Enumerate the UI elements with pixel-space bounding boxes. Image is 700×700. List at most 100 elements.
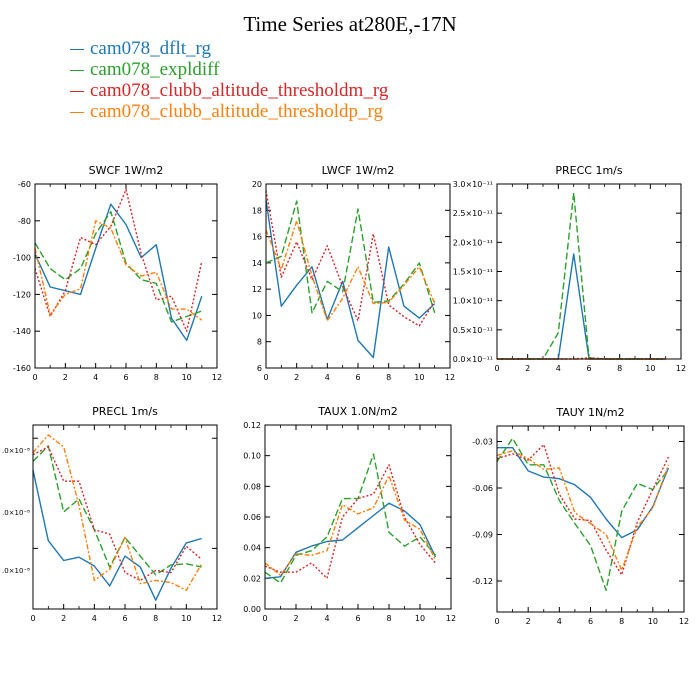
- x-tick-label: 4: [92, 614, 97, 623]
- x-tick-label: 0: [263, 373, 268, 382]
- x-tick-label: 6: [355, 614, 360, 623]
- legend-swatch: [70, 91, 84, 93]
- x-tick-label: 4: [93, 373, 98, 382]
- legend-item: cam078_clubb_altitude_thresholdp_rg: [70, 101, 388, 122]
- chart-title: LWCF 1W/m2: [322, 164, 395, 177]
- y-tick-label: 0.10: [243, 452, 261, 461]
- x-tick-label: 6: [122, 614, 127, 623]
- x-tick-label: 10: [181, 614, 191, 623]
- legend-label: cam078_clubb_altitude_thresholdp_rg: [90, 101, 384, 122]
- x-tick-label: 4: [557, 617, 562, 626]
- x-tick-label: 12: [212, 373, 222, 382]
- series-line: [496, 437, 669, 591]
- series-line: [32, 434, 203, 591]
- y-tick-label: -120: [13, 290, 31, 299]
- y-tick-label: 2.0×10⁻¹¹: [453, 238, 493, 247]
- legend-label: cam078_dflt_rg: [90, 38, 212, 59]
- y-tick-label: .0×10⁻⁸: [2, 509, 30, 517]
- legend-label: cam078_expldiff: [90, 59, 220, 80]
- plot-frame: [264, 424, 452, 610]
- series-line: [264, 453, 437, 584]
- chart-panel: LWCF 1W/m2 0 2 4 6 8 10 12 6 8 10 12 14 16 18 20: [252, 164, 455, 382]
- y-tick-label: 1.5×10⁻¹¹: [453, 268, 493, 277]
- series-line: [264, 502, 437, 579]
- series-line: [32, 470, 202, 601]
- series-line: [265, 190, 436, 327]
- y-tick-label: 12: [252, 285, 262, 294]
- x-tick-label: 12: [679, 617, 689, 626]
- y-tick-label: 1.0×10⁻¹¹: [453, 297, 493, 306]
- y-tick-label: 6: [257, 364, 262, 373]
- plot-frame: [32, 424, 218, 610]
- chart-panel: TAUX 1.0N/m2 0 2 4 6 8 10 12 0.00 0.02 0.04 0.06 0.0…: [243, 405, 456, 623]
- x-tick-label: 2: [294, 373, 299, 382]
- chart-title: SWCF 1W/m2: [89, 164, 164, 177]
- y-tick-label: 16: [252, 233, 262, 242]
- x-tick-label: 12: [446, 614, 456, 623]
- y-tick-label: .0×10⁻⁸: [2, 447, 30, 455]
- plot-frame: [496, 425, 685, 613]
- x-tick-label: 6: [586, 364, 591, 373]
- y-tick-label: 18: [252, 206, 262, 215]
- x-tick-label: 4: [325, 373, 330, 382]
- y-tick-label: 0.04: [243, 544, 261, 553]
- y-tick-label: -0.03: [472, 438, 493, 447]
- x-tick-label: 2: [293, 614, 298, 623]
- x-tick-label: 0: [32, 373, 37, 382]
- series-line: [496, 443, 670, 576]
- series-line: [34, 210, 203, 323]
- x-tick-label: 12: [445, 373, 455, 382]
- series-line: [497, 447, 670, 539]
- x-tick-label: 6: [588, 617, 593, 626]
- y-tick-label: 3.0×10⁻¹¹: [453, 180, 493, 189]
- y-tick-label: 10: [252, 311, 262, 320]
- series-line: [34, 203, 203, 342]
- series-line: [264, 464, 437, 579]
- y-tick-label: 8: [257, 338, 262, 347]
- chart-title: PRECC 1m/s: [555, 164, 623, 177]
- series-line: [265, 199, 436, 359]
- x-tick-label: 2: [525, 364, 530, 373]
- y-tick-label: 0.5×10⁻¹¹: [453, 326, 493, 335]
- series-line: [265, 200, 436, 314]
- x-tick-label: 2: [61, 614, 66, 623]
- chart-title: TAUX 1.0N/m2: [317, 405, 398, 418]
- y-tick-label: -160: [13, 364, 31, 373]
- x-tick-label: 10: [414, 373, 424, 382]
- chart-title: TAUY 1N/m2: [555, 406, 624, 419]
- plot-frame: [34, 183, 218, 369]
- x-tick-label: 0: [494, 364, 499, 373]
- y-tick-label: 0.12: [243, 421, 261, 430]
- plot-frame: [496, 183, 682, 360]
- x-tick-label: 10: [648, 617, 658, 626]
- x-tick-label: 0: [494, 617, 499, 626]
- figure-title: Time Series at280E,-17N: [243, 12, 457, 36]
- x-tick-label: 4: [324, 614, 329, 623]
- x-tick-label: 0: [262, 614, 267, 623]
- x-tick-label: 8: [386, 614, 391, 623]
- chart-panel: PRECL 1m/s 0 2 4 6 8 10 12 .0×10⁻⁸ .0×10⁻⁸ .0×10⁻⁸: [2, 405, 222, 623]
- y-tick-label: -100: [13, 254, 31, 263]
- legend-item: cam078_clubb_altitude_thresholdm_rg: [70, 80, 388, 101]
- y-tick-label: 0.02: [243, 574, 261, 583]
- legend: cam078_dflt_rg cam078_expldiff cam078_cl…: [70, 38, 388, 122]
- legend-label: cam078_clubb_altitude_thresholdm_rg: [90, 80, 389, 101]
- x-tick-label: 6: [355, 373, 360, 382]
- y-tick-label: -0.09: [472, 531, 493, 540]
- x-tick-label: 10: [645, 364, 655, 373]
- legend-item: cam078_expldiff: [70, 59, 388, 80]
- x-tick-label: 8: [154, 373, 159, 382]
- y-tick-label: -60: [18, 180, 31, 189]
- series-line: [496, 450, 670, 571]
- x-tick-label: 10: [415, 614, 425, 623]
- chart-panel: PRECC 1m/s 0 2 4 6 8 10 12 0.0×10⁻¹¹ 0.5×10⁻¹¹ 1.0…: [453, 164, 686, 373]
- x-tick-label: 2: [526, 617, 531, 626]
- y-tick-label: 2.5×10⁻¹¹: [453, 209, 493, 218]
- plot-frame: [265, 183, 451, 369]
- chart-panel: TAUY 1N/m2 0 2 4 6 8 10 12 -0.12 -0.09 -0.06 -0.03: [472, 406, 689, 626]
- x-tick-label: 0: [30, 614, 35, 623]
- series-line: [32, 445, 202, 576]
- x-tick-label: 6: [123, 373, 128, 382]
- y-tick-label: -140: [13, 327, 31, 336]
